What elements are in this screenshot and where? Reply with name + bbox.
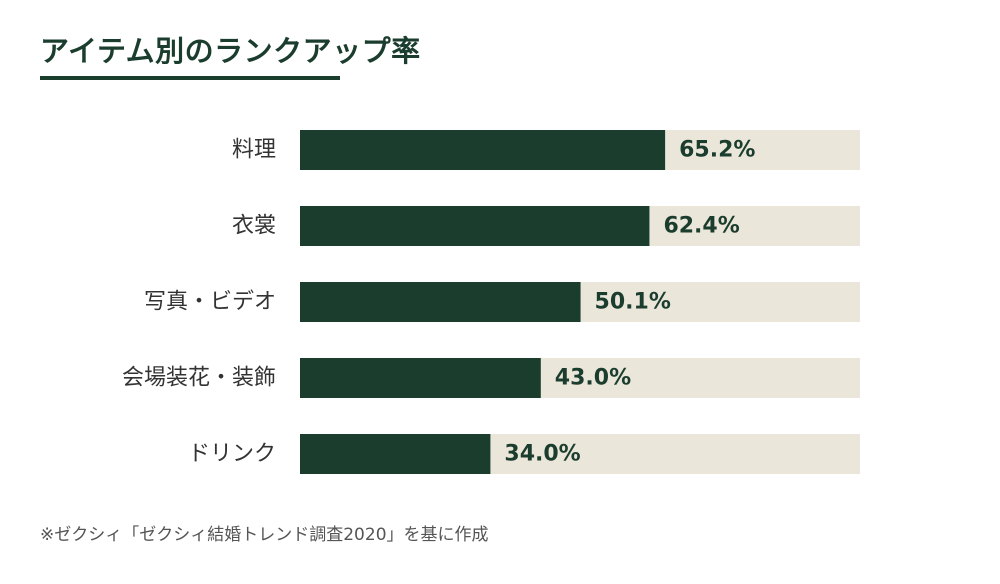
category-label: 写真・ビデオ [144, 290, 276, 315]
bar [300, 206, 650, 246]
value-label: 62.4% [663, 214, 739, 239]
category-label: 衣裳 [232, 214, 276, 239]
bar [300, 358, 541, 398]
value-label: 34.0% [504, 442, 580, 467]
value-label: 50.1% [595, 290, 671, 315]
value-label: 65.2% [679, 138, 755, 163]
value-label: 43.0% [555, 366, 631, 391]
chart-title: アイテム別のランクアップ率 [40, 34, 421, 68]
bar [300, 282, 581, 322]
category-label: ドリンク [188, 442, 276, 467]
bar [300, 130, 666, 170]
title-underline [40, 76, 340, 80]
bar [300, 434, 491, 474]
source-note: ※ゼクシィ「ゼクシィ結婚トレンド調査2020」を基に作成 [40, 525, 489, 545]
category-label: 会場装花・装飾 [122, 366, 276, 391]
category-label: 料理 [232, 138, 276, 163]
